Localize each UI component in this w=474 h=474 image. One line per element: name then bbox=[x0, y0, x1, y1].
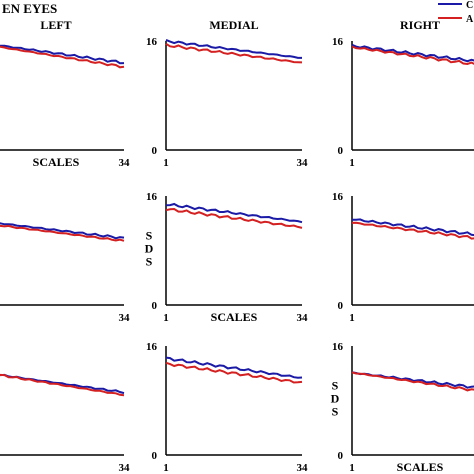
series-line-1 bbox=[165, 38, 302, 59]
series-line-2 bbox=[165, 42, 303, 64]
legend-label-series-2: A bbox=[466, 14, 474, 25]
y-axis-title-letter: D bbox=[145, 242, 154, 256]
series-line-1 bbox=[0, 373, 125, 395]
y-tick-label-min: 0 bbox=[338, 300, 344, 312]
x-axis-title: SCALES bbox=[397, 460, 444, 474]
series-line-1 bbox=[0, 44, 125, 65]
chart-panel-row1-medial: 16 01 34 MEDIAL bbox=[146, 18, 308, 169]
series-line-2 bbox=[351, 45, 474, 66]
chart-panel-row1-right: 16 01 RIGHT bbox=[332, 18, 474, 169]
y-tick-label-max: 16 bbox=[332, 191, 344, 203]
x-tick-label-34: 34 bbox=[119, 157, 131, 169]
chart-panel-row3-medial: 16 01 34 bbox=[146, 341, 308, 474]
legend-label-series-1: C bbox=[466, 0, 473, 11]
x-tick-label-1: 1 bbox=[349, 157, 355, 169]
x-tick-label-34: 34 bbox=[119, 312, 131, 324]
series-line-2 bbox=[165, 207, 303, 229]
x-axis-title: SCALES bbox=[211, 310, 258, 324]
y-axis-title-letter: S bbox=[332, 379, 339, 393]
series-line-1 bbox=[0, 222, 125, 240]
x-tick-label-1: 1 bbox=[163, 157, 169, 169]
chart-panel-row3-left: 34 bbox=[0, 373, 131, 474]
y-axis-title-letter: S bbox=[146, 229, 153, 243]
y-tick-label-max: 16 bbox=[146, 341, 158, 353]
series-line-2 bbox=[0, 373, 125, 397]
y-tick-label-min: 0 bbox=[152, 300, 158, 312]
y-tick-label-min: 0 bbox=[338, 145, 344, 157]
x-tick-label-34: 34 bbox=[119, 462, 131, 474]
series-line-1 bbox=[165, 202, 303, 224]
chart-panel-row2-left: 34 bbox=[0, 222, 131, 324]
panel-title: MEDIAL bbox=[209, 18, 258, 32]
x-tick-label-1: 1 bbox=[163, 462, 169, 474]
chart-panel-row1-left: 34 LEFT SCALES bbox=[0, 18, 130, 169]
chart-panel-row2-medial: 16 01 34 SCALES SDS bbox=[145, 191, 308, 324]
series-line-1 bbox=[351, 218, 474, 237]
chart-panel-row3-right: 16 01 SCALES SDS bbox=[331, 341, 474, 474]
y-tick-label-min: 0 bbox=[152, 145, 158, 157]
series-line-2 bbox=[0, 224, 125, 242]
y-tick-label-max: 16 bbox=[332, 36, 344, 48]
series-line-2 bbox=[351, 221, 474, 240]
x-tick-label-34: 34 bbox=[297, 312, 309, 324]
series-line-2 bbox=[0, 45, 125, 69]
y-tick-label-min: 0 bbox=[338, 450, 344, 462]
series-line-2 bbox=[351, 371, 474, 392]
y-axis-title-letter: S bbox=[146, 255, 153, 269]
y-axis-title-letter: D bbox=[331, 392, 340, 406]
y-axis-title-letter: S bbox=[332, 405, 339, 419]
y-tick-label-max: 16 bbox=[146, 36, 158, 48]
x-tick-label-34: 34 bbox=[297, 157, 309, 169]
x-tick-label-1: 1 bbox=[349, 312, 355, 324]
x-tick-label-34: 34 bbox=[297, 462, 309, 474]
y-tick-label-max: 16 bbox=[332, 341, 344, 353]
x-axis-title: SCALES bbox=[33, 155, 80, 169]
figure-header: EN EYES bbox=[2, 1, 57, 16]
y-tick-label-max: 16 bbox=[146, 191, 158, 203]
series-line-2 bbox=[165, 361, 303, 384]
legend: C A bbox=[438, 0, 474, 25]
series-line-1 bbox=[165, 356, 303, 379]
panel-title: RIGHT bbox=[400, 18, 440, 32]
series-line-1 bbox=[351, 43, 474, 63]
y-tick-label-min: 0 bbox=[152, 450, 158, 462]
panel-title: LEFT bbox=[40, 18, 71, 32]
x-tick-label-1: 1 bbox=[163, 312, 169, 324]
x-tick-label-1: 1 bbox=[349, 462, 355, 474]
